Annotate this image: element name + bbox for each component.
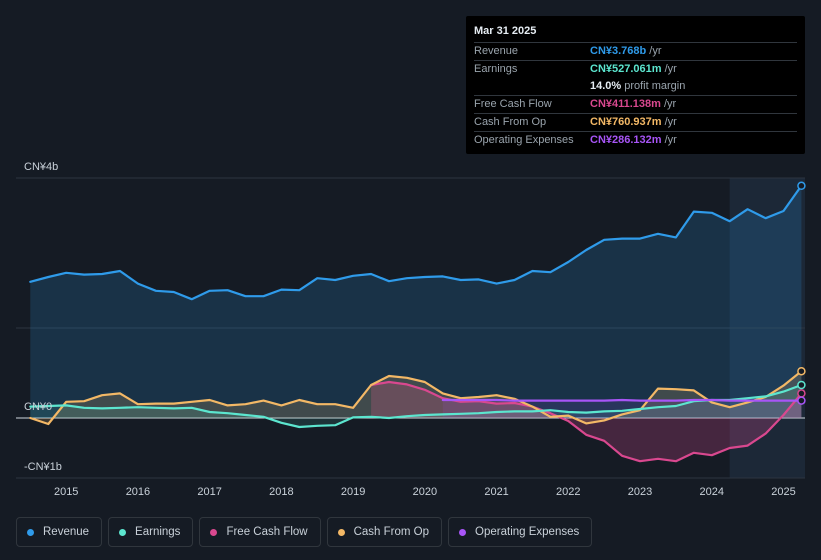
grid-lines: [16, 177, 805, 479]
tooltip-row-fcf: Free Cash Flow CN¥411.138m /yr: [474, 96, 797, 114]
legend-label: Free Cash Flow: [226, 526, 308, 538]
earnings-end-point: [797, 380, 806, 390]
y-axis: CN¥4b CN¥0 -CN¥1b: [24, 161, 62, 473]
y-tick-label: CN¥4b: [24, 161, 58, 173]
tooltip-label: Operating Expenses: [474, 134, 574, 146]
tooltip-label: Revenue: [474, 45, 519, 57]
operating-expenses-area: [442, 400, 802, 418]
tooltip-value: CN¥527.061m: [590, 63, 662, 75]
cash-from-op-area: [30, 371, 802, 424]
tooltip-unit: /yr: [663, 98, 677, 110]
x-tick-label: 2022: [556, 486, 580, 498]
x-tick-label: 2024: [700, 486, 724, 498]
tooltip-value: 14.0%: [590, 80, 622, 92]
tooltip-unit: /yr: [649, 45, 662, 57]
x-tick-label: 2019: [341, 486, 365, 498]
cash-from-op-end-point: [797, 366, 806, 376]
tooltip-row-opex: Operating Expenses CN¥286.132m /yr: [474, 132, 797, 149]
tooltip-label: Free Cash Flow: [474, 98, 552, 110]
cash-from-op-dot-icon: [337, 528, 345, 536]
operating-expenses-line: [441, 398, 803, 402]
legend-item-earnings[interactable]: Earnings: [108, 517, 194, 547]
legend-item-free-cash-flow[interactable]: Free Cash Flow: [199, 517, 321, 547]
free-cash-flow-line: [370, 380, 803, 463]
revenue-line: [29, 184, 803, 301]
free-cash-flow-end-point: [797, 389, 806, 398]
tooltip-row-cfo: Cash From Op CN¥760.937m /yr: [474, 114, 797, 132]
x-tick-label: 2015: [54, 486, 78, 498]
tooltip-unit: /yr: [664, 134, 677, 146]
operating-expenses-end-point: [797, 396, 806, 405]
cash-from-op-line: [29, 370, 803, 426]
legend-label: Cash From Op: [353, 526, 430, 538]
y-tick-label: CN¥0: [24, 401, 52, 413]
legend-label: Revenue: [43, 526, 90, 538]
legend-item-cash-from-op[interactable]: Cash From Op: [326, 517, 443, 547]
x-tick-label: 2023: [628, 486, 652, 498]
tooltip-row-margin: 14.0% profit margin: [474, 78, 797, 96]
x-tick-label: 2021: [484, 486, 508, 498]
x-tick-label: 2025: [771, 486, 795, 498]
earnings-area: [30, 385, 802, 427]
tooltip-value: CN¥760.937m: [590, 116, 662, 128]
tooltip-value: CN¥411.138m: [590, 98, 661, 110]
earnings-line: [29, 383, 803, 429]
x-axis: 2015 2016 2017 2018 2019 2020 2021 2022 2023 2024…: [54, 486, 796, 498]
tooltip-unit: profit margin: [624, 80, 686, 92]
free-cash-flow-dot-icon: [210, 528, 218, 536]
tooltip-row-revenue: Revenue CN¥3.768b /yr: [474, 43, 797, 61]
tooltip-row-earnings: Earnings CN¥527.061m /yr: [474, 61, 797, 78]
tooltip-label: Cash From Op: [474, 116, 547, 128]
x-tick-label: 2018: [269, 486, 293, 498]
tooltip-unit: /yr: [664, 63, 677, 75]
earnings-dot-icon: [119, 528, 127, 536]
revenue-end-point: [797, 181, 806, 191]
legend-label: Earnings: [135, 526, 181, 538]
tooltip-value: CN¥3.768b: [590, 45, 647, 57]
tooltip-panel: Mar 31 2025 Revenue CN¥3.768b /yr Earnin…: [466, 16, 805, 154]
tooltip-label: Earnings: [474, 63, 518, 75]
revenue-dot-icon: [27, 528, 34, 536]
legend: Revenue Earnings Free Cash Flow Cash Fro…: [16, 517, 598, 547]
tooltip-date: Mar 31 2025: [474, 24, 797, 43]
tooltip-unit: /yr: [664, 116, 677, 128]
x-tick-label: 2016: [126, 486, 150, 498]
legend-label: Operating Expenses: [475, 526, 580, 538]
y-tick-label: -CN¥1b: [24, 461, 62, 473]
operating-expenses-dot-icon: [459, 528, 467, 536]
legend-item-operating-expenses[interactable]: Operating Expenses: [448, 517, 593, 547]
tooltip-label: [474, 78, 590, 95]
x-tick-label: 2017: [197, 486, 221, 498]
legend-item-revenue[interactable]: Revenue: [16, 517, 103, 547]
x-tick-label: 2020: [413, 486, 437, 498]
tooltip-value: CN¥286.132m: [590, 134, 662, 146]
revenue-area: [30, 185, 802, 418]
series-layer: [29, 181, 806, 463]
